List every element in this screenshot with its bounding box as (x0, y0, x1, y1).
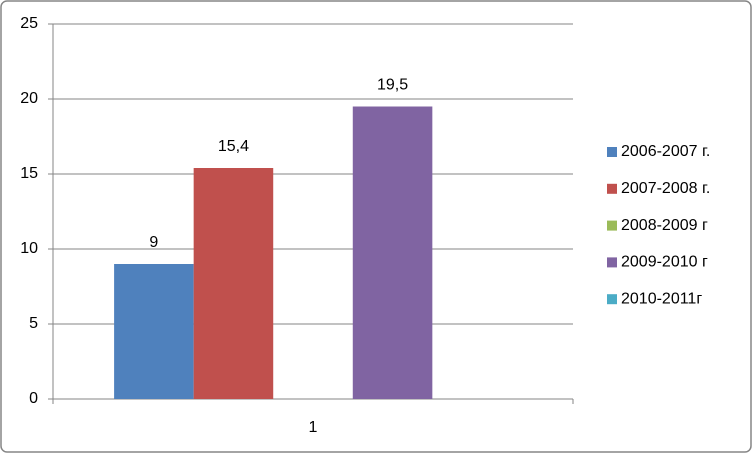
legend-swatch (607, 294, 617, 305)
legend-label: 2007-2008 г. (621, 180, 710, 197)
data-label: 19,5 (377, 77, 408, 94)
data-label: 9 (149, 234, 158, 251)
bar (193, 168, 274, 399)
legend-swatch (607, 147, 617, 157)
legend-swatch (607, 257, 617, 268)
legend-label: 2010-2011г (621, 290, 702, 307)
legend-swatch (607, 220, 617, 231)
bar (352, 106, 433, 399)
legend-label: 2006-2007 г. (621, 143, 710, 160)
legend-label: 2008-2009 г (621, 217, 708, 234)
data-label: 15,4 (218, 138, 249, 155)
y-tick-label: 25 (20, 15, 38, 32)
bar (114, 264, 194, 399)
y-tick-label: 15 (20, 165, 38, 182)
legend-swatch (607, 183, 617, 194)
y-tick-label: 0 (29, 390, 38, 407)
legend-label: 2009-2010 г (621, 254, 708, 271)
y-tick-label: 5 (29, 315, 38, 332)
x-tick-label: 1 (309, 419, 318, 436)
y-tick-label: 20 (20, 90, 38, 107)
y-tick-label: 10 (20, 240, 38, 257)
